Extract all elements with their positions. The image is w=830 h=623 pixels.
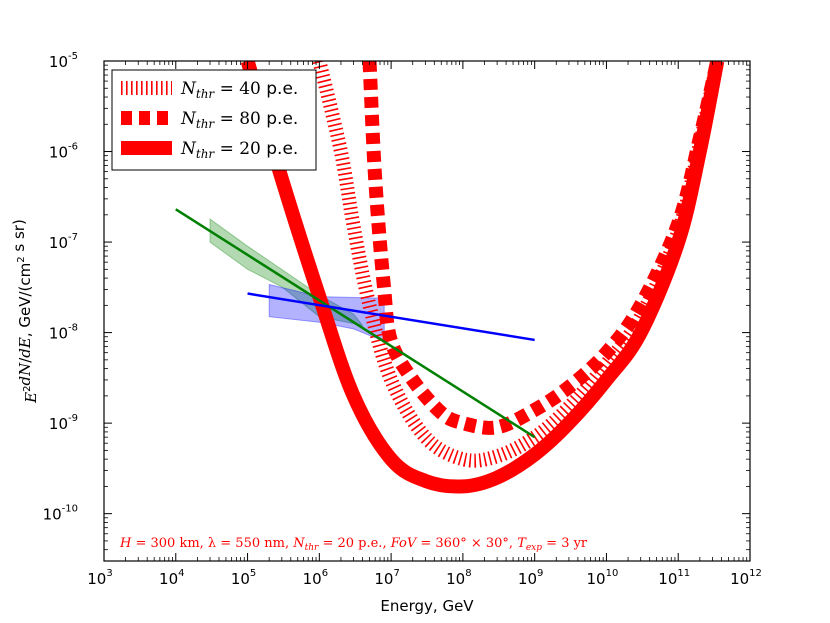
legend-label: Nthr = 40 p.e. [180,79,298,101]
y-tick-label: 10-8 [49,323,78,343]
x-tick-label: 1011 [658,568,690,588]
series-blue-power-law [247,292,535,342]
series-green-power-law [175,208,536,439]
x-axis-label: Energy, GeV [380,597,474,615]
y-tick-label: 10-9 [49,413,78,433]
x-tick-label: 104 [159,568,184,588]
x-tick-label: 109 [518,568,543,588]
x-tick-label: 107 [374,568,399,588]
y-tick-label: 10-5 [49,51,78,71]
x-tick-label: 1012 [730,568,762,588]
legend-label: Nthr = 80 p.e. [180,109,298,131]
legend-label: Nthr = 20 p.e. [180,139,298,161]
y-tick-label: 10-10 [43,504,78,524]
y-tick-label: 10-6 [49,142,78,162]
series-n-thr-20-p-e- [240,61,725,494]
x-tick-label: 1010 [587,568,619,588]
plot-frame [103,60,751,562]
y-tick-label: 10-7 [49,232,78,252]
y-axis-label: E2dN/dE, GeV/(cm2 s sr) [10,219,40,404]
x-tick-label: 103 [87,568,112,588]
x-tick-label: 105 [231,568,256,588]
series-n-thr-80-p-e- [362,61,725,435]
legend: Nthr = 40 p.e. Nthr = 80 p.e. Nthr = 20 p.… [111,69,317,171]
x-tick-label: 106 [303,568,328,588]
annotation: H = 300 km, λ = 550 nm, Nthr = 20 p.e., … [119,536,588,553]
x-tick-label: 108 [446,568,471,588]
series-n-thr-40-p-e- [312,61,725,468]
